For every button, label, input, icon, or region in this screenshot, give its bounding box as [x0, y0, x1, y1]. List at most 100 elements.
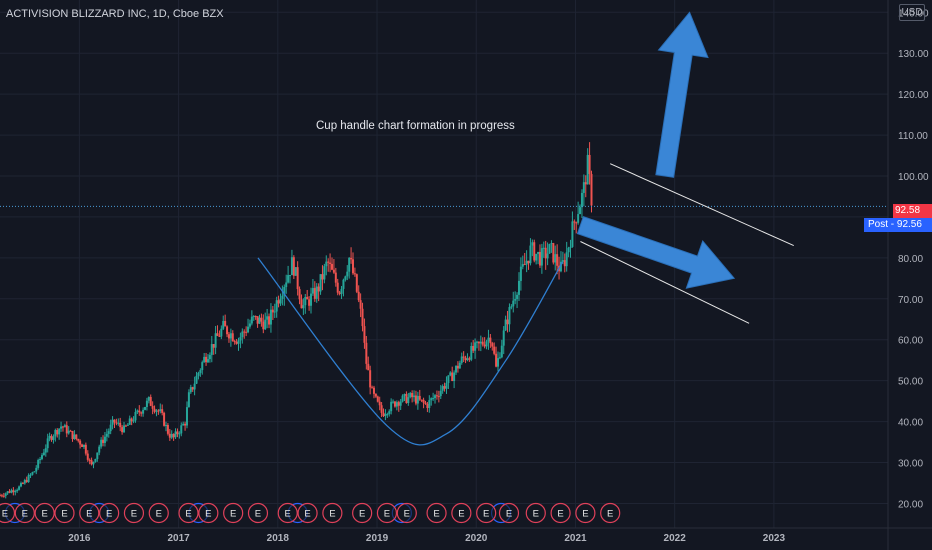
earnings-marker-label: E: [131, 509, 137, 520]
candle-body: [496, 358, 499, 367]
candle-body: [287, 275, 290, 283]
candle-body: [462, 356, 465, 358]
candle-body: [210, 344, 213, 355]
candle-body: [14, 491, 17, 493]
time-tick-label: 2016: [68, 533, 91, 544]
candle-body: [266, 316, 269, 320]
earnings-marker: [352, 502, 373, 524]
earnings-marker-label: E: [582, 509, 588, 520]
candle-body: [311, 288, 314, 294]
candle-body: [365, 342, 368, 364]
candle-body: [552, 243, 555, 263]
candle-body: [0, 495, 1, 497]
candle-body: [172, 433, 175, 438]
candle-body: [506, 319, 509, 325]
price-tick-label: 130.00: [898, 49, 929, 60]
candle-body: [533, 242, 536, 261]
candle-body: [292, 257, 295, 276]
candle-body: [355, 274, 358, 292]
earnings-marker-label: E: [384, 509, 390, 520]
candle-body: [264, 319, 267, 330]
candle-body: [439, 390, 442, 397]
candle-body: [300, 299, 303, 309]
candle-body: [10, 490, 13, 493]
candle-body: [63, 425, 66, 428]
candle-body: [258, 317, 261, 324]
candle-body: [434, 395, 437, 399]
candle-body: [418, 395, 421, 400]
candle-body: [359, 300, 362, 309]
candle-body: [573, 221, 576, 223]
candle-body: [195, 375, 198, 384]
earnings-marker-label: E: [304, 509, 310, 520]
candle-body: [298, 289, 301, 300]
candle-body: [376, 396, 379, 402]
candle-body: [474, 342, 477, 351]
candle-body: [491, 343, 494, 347]
candle-body: [46, 438, 49, 449]
price-tick-label: 80.00: [898, 254, 923, 265]
candle-body: [498, 357, 501, 359]
candle-body: [65, 425, 68, 434]
candle-body: [493, 346, 496, 354]
candle-body: [161, 409, 164, 413]
candle-body: [525, 260, 528, 265]
candle-body: [2, 495, 5, 497]
candle-body: [579, 207, 582, 215]
candle-body: [29, 474, 32, 476]
candle-body: [142, 409, 145, 414]
earnings-marker: [34, 502, 55, 524]
candle-body: [115, 422, 118, 424]
earnings-marker: [0, 502, 16, 524]
currency-label[interactable]: USD: [899, 4, 925, 21]
candle-body: [166, 424, 169, 434]
candle-body: [145, 400, 148, 408]
candle-body: [411, 393, 414, 398]
candle-body: [426, 403, 429, 409]
candle-body: [563, 260, 566, 267]
candle-body: [44, 448, 47, 453]
candle-body: [424, 402, 427, 404]
candle-body: [571, 221, 574, 247]
price-tick-label: 120.00: [898, 90, 929, 101]
candle-body: [289, 275, 292, 277]
candle-body: [344, 276, 347, 280]
candle-body: [584, 182, 587, 185]
earnings-marker-label: E: [404, 509, 410, 520]
candle-body: [168, 433, 171, 438]
earnings-marker: [99, 502, 120, 524]
time-axis[interactable]: 2016 2017 2018 2019 2020 2021 2022 2023: [0, 527, 932, 544]
earnings-marker: [376, 502, 398, 524]
earnings-marker-label: E: [106, 509, 112, 520]
earnings-marker-label: E: [185, 509, 191, 520]
candle-body: [39, 458, 42, 461]
candle-body: [351, 259, 354, 274]
candle-body: [60, 426, 63, 429]
candle-body: [119, 422, 122, 428]
candle-body: [54, 430, 57, 437]
earnings-marker: [123, 502, 145, 524]
earnings-marker-label: E: [230, 509, 236, 520]
candle-body: [262, 321, 265, 330]
symbol-title: ACTIVISION BLIZZARD INC, 1D, Cboe BZX: [6, 8, 224, 20]
earnings-marker-label: E: [533, 509, 539, 520]
candle-body: [239, 337, 242, 341]
candle-body: [304, 296, 307, 306]
earnings-marker: [550, 502, 571, 524]
candle-body: [485, 341, 488, 347]
candle-body: [540, 248, 543, 266]
candle-body: [350, 257, 353, 260]
candle-body: [140, 412, 143, 414]
earnings-marker: [247, 502, 269, 524]
candle-body: [256, 316, 259, 324]
earnings-marker: [14, 502, 35, 524]
candle-body: [191, 387, 194, 390]
candle-body: [81, 444, 84, 447]
candle-body: [332, 269, 335, 273]
candle-body: [147, 396, 150, 401]
earnings-marker-label: E: [433, 509, 439, 520]
price-axis[interactable]: 20.0030.0040.0050.0060.0070.0080.0090.00…: [887, 0, 929, 550]
earnings-marker: [277, 502, 298, 524]
candle-body: [554, 254, 557, 263]
